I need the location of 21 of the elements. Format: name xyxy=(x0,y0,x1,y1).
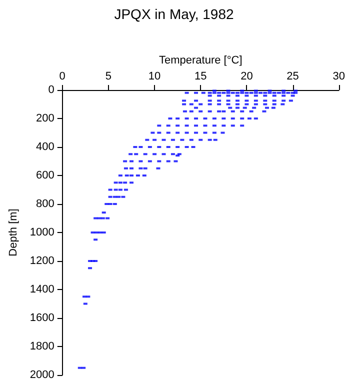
y-tick-label: 400 xyxy=(36,141,54,153)
y-tick-label: 1000 xyxy=(30,226,54,238)
y-tick-label: 600 xyxy=(36,170,54,182)
x-tick-label: 30 xyxy=(332,70,346,82)
x-axis-title: Temperature [°C] xyxy=(158,54,242,67)
y-tick-label: 800 xyxy=(36,198,54,210)
chart-title: JPQX in May, 1982 xyxy=(114,6,234,22)
y-tick-label: 0 xyxy=(48,84,54,96)
y-tick-label: 1200 xyxy=(30,255,54,267)
y-axis-title: Depth [m] xyxy=(8,208,20,256)
x-tick-label: 10 xyxy=(148,70,161,82)
x-tick-label: 25 xyxy=(286,70,299,82)
y-tick-label: 1800 xyxy=(30,340,54,352)
x-tick-label: 5 xyxy=(105,70,112,82)
y-tick-label: 1400 xyxy=(30,284,54,296)
x-tick-label: 15 xyxy=(194,70,207,82)
y-tick-label: 1600 xyxy=(30,312,54,324)
x-tick-label: 20 xyxy=(240,70,253,82)
y-tick-label: 200 xyxy=(36,112,54,124)
y-tick-label: 2000 xyxy=(30,369,54,381)
x-tick-label: 0 xyxy=(59,70,66,82)
